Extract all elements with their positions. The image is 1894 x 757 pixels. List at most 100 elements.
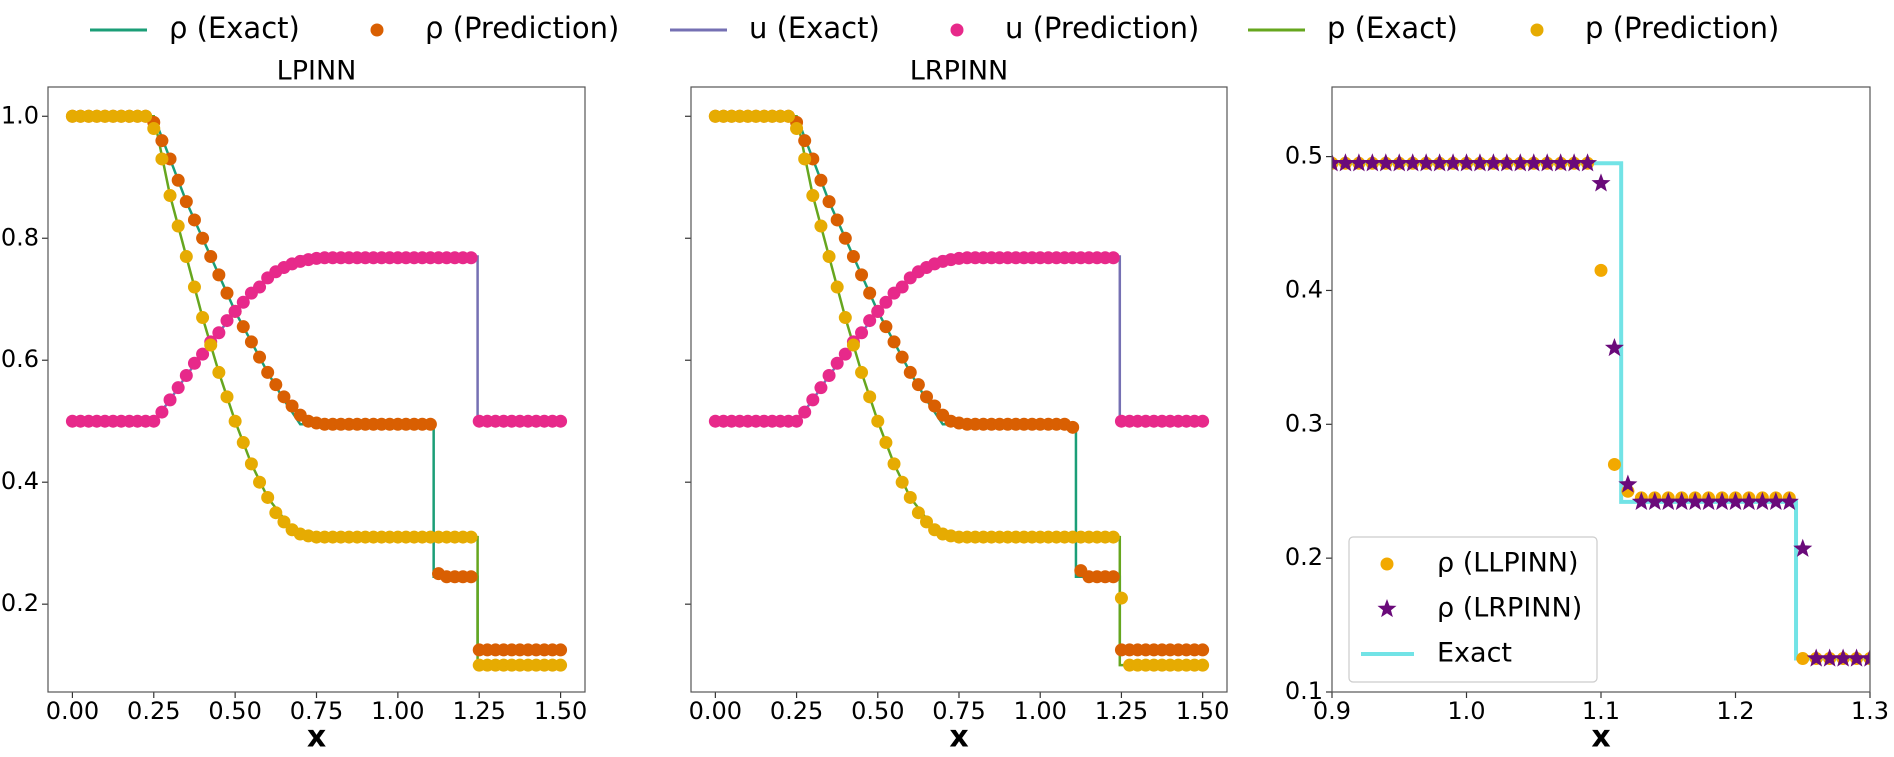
point [1106, 530, 1120, 544]
point [814, 219, 828, 233]
legend-label: ρ (Prediction) [425, 11, 619, 45]
plot-frame [1331, 86, 1871, 693]
point [879, 295, 893, 309]
point [1530, 23, 1544, 37]
x-tick-label: 1.25 [1095, 697, 1148, 725]
point [838, 347, 852, 361]
point [464, 570, 478, 584]
point [895, 280, 909, 294]
star-marker [1725, 491, 1746, 511]
point [1196, 643, 1210, 657]
star-marker [1766, 491, 1786, 511]
point [781, 109, 795, 123]
y-tick-label: 1.0 [1, 101, 39, 129]
star-marker [1847, 648, 1867, 667]
star-marker [1618, 474, 1638, 493]
point [790, 414, 804, 428]
point [261, 365, 275, 379]
y-tick-label: 0.1 [1285, 677, 1323, 705]
point [277, 515, 291, 529]
point [950, 23, 964, 37]
point [822, 250, 836, 264]
point [285, 399, 299, 413]
point [155, 152, 169, 166]
star-marker [1685, 491, 1705, 511]
point [163, 393, 177, 407]
x-axis-label: x [949, 720, 968, 755]
star-marker [1335, 153, 1355, 172]
x-axis-label: x [1591, 720, 1610, 755]
point [196, 347, 210, 361]
point [228, 304, 242, 318]
star-marker [1497, 153, 1517, 172]
x-tick-label: 1.00 [371, 697, 424, 725]
plot-area [48, 87, 585, 692]
point [911, 506, 925, 520]
point [155, 134, 169, 148]
point [179, 195, 193, 209]
star-marker [1403, 153, 1423, 172]
point [277, 390, 291, 404]
x-tick-label: 1.25 [453, 697, 506, 725]
point [903, 490, 917, 504]
point [895, 475, 909, 489]
star-marker [1332, 153, 1342, 172]
star-marker [1739, 491, 1759, 511]
point [1114, 591, 1128, 605]
legend-label: ρ (Exact) [169, 11, 300, 45]
star-marker [1672, 491, 1692, 511]
point [171, 173, 185, 187]
legend-label: u (Exact) [749, 11, 880, 45]
point [879, 436, 893, 450]
point [887, 335, 901, 349]
subplot-title: LRPINN [910, 56, 1008, 87]
legend-label: Exact [1437, 638, 1512, 669]
star-marker [1456, 153, 1477, 172]
point [554, 643, 568, 657]
point [179, 250, 193, 264]
point [244, 457, 258, 471]
star-marker [1578, 153, 1598, 172]
point [838, 311, 852, 325]
point [204, 338, 218, 352]
star-marker [1806, 648, 1826, 667]
x-tick-label: 0.75 [932, 697, 985, 725]
star-marker [1362, 153, 1382, 172]
plot-content [1332, 153, 1870, 667]
y-tick-label: 0.2 [1285, 543, 1323, 571]
point [1594, 263, 1608, 277]
star-marker [1537, 153, 1557, 172]
point [830, 280, 844, 294]
star-marker [1631, 491, 1651, 511]
point [830, 356, 844, 370]
point [855, 268, 869, 282]
plot-frame [47, 86, 586, 693]
x-tick-label: 0.00 [689, 697, 742, 725]
star-marker [1793, 538, 1813, 557]
x-tick-label: 0.75 [290, 697, 343, 725]
point [139, 109, 153, 123]
point [1106, 251, 1120, 265]
point [798, 405, 812, 419]
point [871, 414, 885, 428]
legend-label: p (Prediction) [1585, 11, 1779, 45]
y-tick-label: 0.4 [1285, 275, 1323, 303]
x-tick-label: 1.0 [1447, 697, 1485, 725]
point [1196, 658, 1210, 672]
point [903, 365, 917, 379]
star-marker [1860, 648, 1870, 667]
plot-frame [690, 86, 1228, 693]
point [179, 368, 193, 382]
point [887, 457, 901, 471]
point [253, 280, 267, 294]
point [855, 365, 869, 379]
point [1106, 570, 1120, 584]
x-tick-label: 0.9 [1313, 697, 1351, 725]
x-tick-label: 1.1 [1582, 697, 1620, 725]
star-marker [1349, 153, 1369, 172]
star-marker [1483, 153, 1503, 172]
star-marker [1833, 648, 1853, 667]
star-marker [1752, 491, 1772, 511]
x-axis-label: x [307, 720, 326, 755]
star-marker [1416, 153, 1436, 172]
